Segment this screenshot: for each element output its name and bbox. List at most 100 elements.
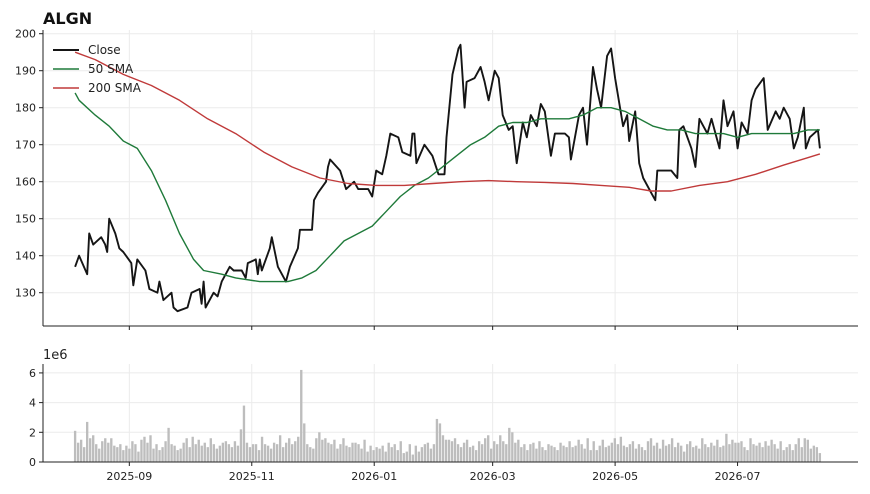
volume-bar bbox=[155, 444, 158, 462]
volume-bar bbox=[260, 436, 264, 462]
volume-bar bbox=[722, 445, 725, 462]
volume-bar bbox=[426, 442, 430, 462]
volume-bar bbox=[269, 448, 273, 462]
volume-bar bbox=[342, 438, 345, 462]
volume-bar bbox=[197, 439, 200, 462]
legend-label: 200 SMA bbox=[88, 81, 142, 95]
volume-bar bbox=[749, 438, 752, 462]
volume-bar bbox=[387, 442, 390, 462]
volume-bar bbox=[809, 448, 812, 462]
volume-bar bbox=[89, 438, 92, 462]
volume-bar bbox=[453, 438, 457, 462]
volume-bar bbox=[465, 439, 469, 462]
volume-bar bbox=[101, 441, 104, 462]
volume-bar bbox=[818, 453, 822, 462]
volume-bar bbox=[336, 448, 339, 462]
volume-bar bbox=[664, 445, 668, 462]
volume-bar bbox=[655, 442, 659, 462]
volume-bar bbox=[526, 450, 529, 462]
volume-bar bbox=[652, 445, 656, 462]
volume-bar bbox=[468, 447, 472, 462]
volume-bar bbox=[529, 444, 532, 462]
volume-bar bbox=[164, 441, 167, 462]
price-y-tick-label: 200 bbox=[15, 28, 36, 41]
volume-bar bbox=[441, 435, 445, 462]
volume-bar bbox=[86, 421, 89, 462]
volume-bar bbox=[595, 450, 598, 462]
volume-bar bbox=[471, 445, 475, 462]
volume-bar bbox=[191, 436, 194, 462]
volume-bar bbox=[327, 442, 330, 462]
volume-bar bbox=[137, 451, 140, 462]
volume-bar bbox=[285, 442, 288, 462]
volume-bar bbox=[396, 450, 399, 462]
price-axes: 130 140 150 160 170 180 190 200 bbox=[15, 28, 858, 330]
volume-bar bbox=[547, 444, 550, 462]
volume-bar bbox=[477, 441, 481, 462]
volume-bar bbox=[79, 439, 83, 462]
volume-bar bbox=[104, 438, 107, 462]
volume-bar bbox=[95, 444, 98, 462]
volume-bar bbox=[480, 444, 484, 462]
volume-bar bbox=[667, 444, 671, 462]
volume-bar bbox=[496, 444, 499, 462]
volume-bar bbox=[390, 447, 393, 462]
volume-bar bbox=[553, 447, 556, 462]
volume-bar bbox=[484, 438, 487, 462]
volume-bar bbox=[565, 447, 568, 462]
price-y-tick-label: 190 bbox=[15, 65, 36, 78]
volume-bar bbox=[532, 442, 535, 462]
volume-bar bbox=[773, 444, 776, 462]
volume-bar bbox=[366, 451, 369, 462]
volume-bar bbox=[755, 445, 758, 462]
chart-title: ALGN bbox=[43, 9, 92, 28]
volume-bar bbox=[140, 439, 143, 462]
volume-bar bbox=[375, 447, 378, 462]
volume-bar bbox=[143, 436, 146, 462]
volume-bar bbox=[236, 445, 240, 462]
volume-bar bbox=[125, 445, 128, 462]
volume-bar bbox=[517, 439, 520, 462]
volume-bar bbox=[384, 451, 387, 462]
volume-bar bbox=[158, 450, 161, 462]
volume-bar bbox=[378, 448, 381, 462]
volume-bar bbox=[770, 439, 773, 462]
volume-bar bbox=[345, 445, 348, 462]
volume-bar bbox=[731, 439, 734, 462]
volume-bar bbox=[363, 439, 366, 462]
volume-bar bbox=[661, 439, 665, 462]
volume-bar bbox=[206, 447, 209, 462]
volume-bar bbox=[333, 439, 336, 462]
volume-bar bbox=[221, 442, 225, 462]
volume-bar bbox=[423, 444, 427, 462]
volume-bar bbox=[161, 447, 164, 462]
price-panel: 130 140 150 160 170 180 190 200 Close 50 SMA 200 … bbox=[15, 28, 858, 330]
volume-bar bbox=[692, 447, 695, 462]
volume-bar bbox=[233, 441, 237, 462]
volume-bar bbox=[119, 444, 122, 462]
volume-bar bbox=[92, 435, 95, 462]
volume-bar bbox=[505, 444, 508, 462]
volume-bar bbox=[393, 444, 396, 462]
volume-bar bbox=[224, 441, 228, 462]
volume-bar bbox=[179, 448, 182, 462]
volume-bar bbox=[803, 438, 806, 462]
volume-bar bbox=[725, 433, 728, 462]
volume-bar bbox=[306, 444, 309, 462]
volume-bar bbox=[559, 442, 562, 462]
volume-bar bbox=[764, 441, 767, 462]
volume-bar bbox=[239, 429, 243, 462]
volume-bar bbox=[613, 438, 616, 462]
volume-bar bbox=[82, 447, 86, 462]
volume-bar bbox=[625, 447, 629, 462]
volume-bar bbox=[592, 441, 595, 462]
volume-bar bbox=[679, 445, 683, 462]
volume-bar bbox=[499, 435, 502, 462]
volume-bar bbox=[616, 444, 620, 462]
volume-bar bbox=[640, 447, 644, 462]
volume-bar bbox=[607, 445, 610, 462]
volume-bar bbox=[785, 447, 788, 462]
volume-bar bbox=[812, 445, 815, 462]
volume-bar bbox=[689, 441, 692, 462]
volume-bar bbox=[254, 444, 258, 462]
